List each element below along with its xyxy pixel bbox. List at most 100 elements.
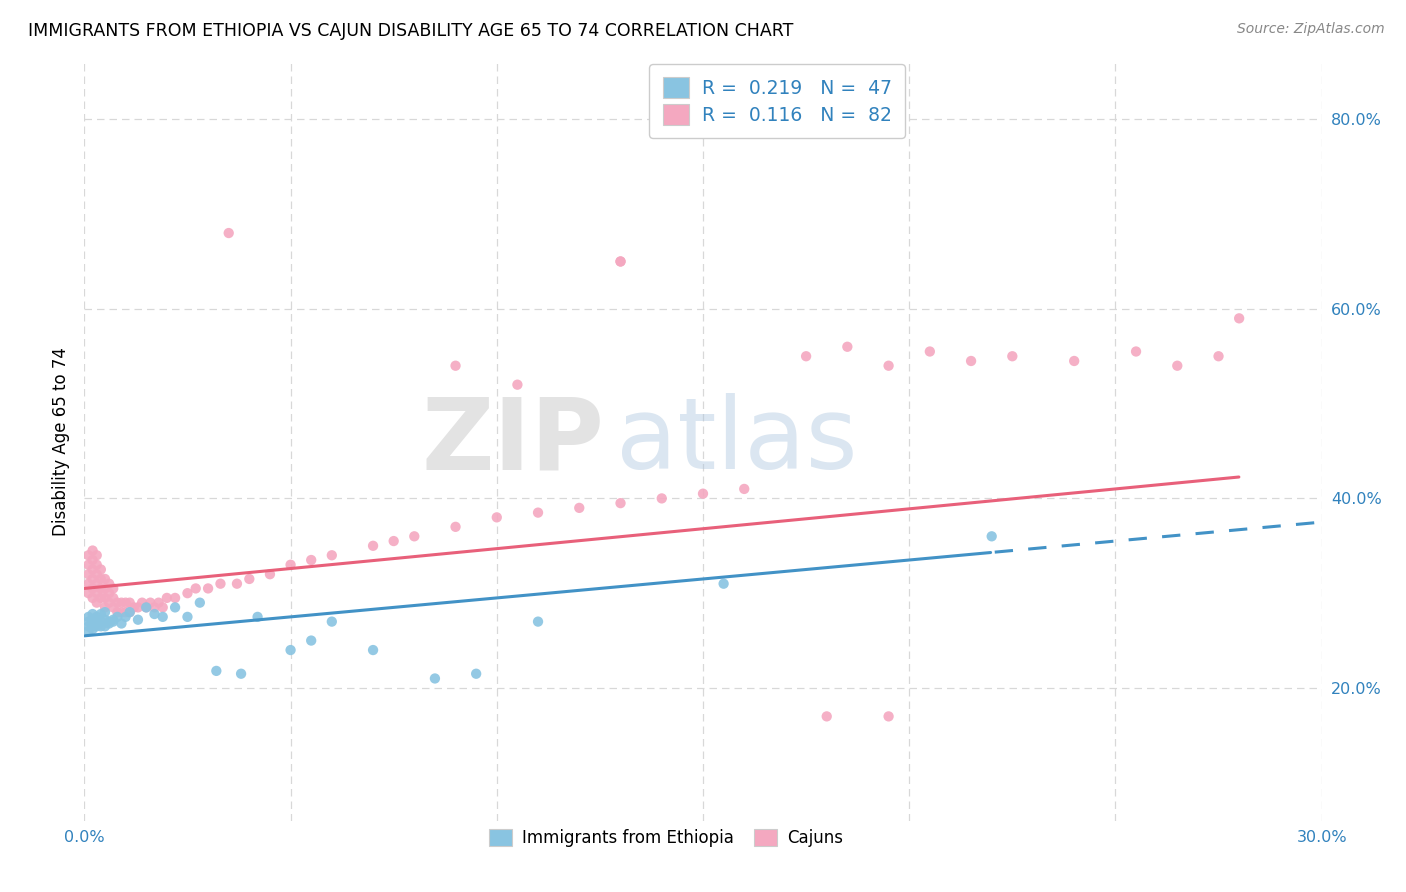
Point xyxy=(77,558,100,572)
Point xyxy=(127,600,149,615)
Point xyxy=(105,596,128,610)
Point xyxy=(148,596,170,610)
Point xyxy=(86,586,108,600)
Point xyxy=(423,672,446,686)
Point xyxy=(110,616,132,631)
Point xyxy=(713,576,735,591)
Point xyxy=(692,486,714,500)
Point xyxy=(94,582,117,596)
Point xyxy=(1227,311,1250,326)
Point xyxy=(444,359,467,373)
Point xyxy=(733,482,755,496)
Point xyxy=(98,616,121,631)
Point xyxy=(118,605,141,619)
Point xyxy=(94,600,117,615)
Point xyxy=(165,600,187,615)
Point xyxy=(98,586,121,600)
Point xyxy=(465,666,488,681)
Point xyxy=(114,610,136,624)
Point xyxy=(382,534,405,549)
Point xyxy=(103,582,125,596)
Point xyxy=(139,596,162,610)
Point xyxy=(127,613,149,627)
Point xyxy=(321,548,343,563)
Point xyxy=(82,613,104,627)
Point xyxy=(361,539,384,553)
Point xyxy=(1166,359,1188,373)
Point xyxy=(105,605,128,619)
Point xyxy=(94,572,117,586)
Point xyxy=(980,529,1002,543)
Point xyxy=(184,582,207,596)
Point xyxy=(82,607,104,621)
Point xyxy=(280,643,302,657)
Point xyxy=(86,576,108,591)
Point xyxy=(94,619,117,633)
Point xyxy=(246,610,269,624)
Point xyxy=(77,615,100,629)
Point xyxy=(229,666,252,681)
Point xyxy=(877,359,900,373)
Point xyxy=(114,596,136,610)
Point xyxy=(98,615,121,629)
Point xyxy=(218,226,240,240)
Point xyxy=(1001,349,1024,363)
Point xyxy=(135,600,157,615)
Point xyxy=(86,567,108,582)
Text: atlas: atlas xyxy=(616,393,858,490)
Point xyxy=(131,596,153,610)
Point xyxy=(77,624,100,639)
Legend: Immigrants from Ethiopia, Cajuns: Immigrants from Ethiopia, Cajuns xyxy=(482,822,849,854)
Point xyxy=(90,572,112,586)
Point xyxy=(90,619,112,633)
Point xyxy=(77,548,100,563)
Point xyxy=(609,254,631,268)
Y-axis label: Disability Age 65 to 74: Disability Age 65 to 74 xyxy=(52,347,70,536)
Point xyxy=(188,596,211,610)
Point xyxy=(609,496,631,510)
Point xyxy=(90,615,112,629)
Point xyxy=(103,600,125,615)
Point xyxy=(118,596,141,610)
Point xyxy=(114,605,136,619)
Point xyxy=(77,567,100,582)
Point xyxy=(90,591,112,605)
Point xyxy=(361,643,384,657)
Point xyxy=(197,582,219,596)
Point xyxy=(238,572,260,586)
Point xyxy=(122,600,145,615)
Point xyxy=(135,600,157,615)
Point xyxy=(86,613,108,627)
Point xyxy=(794,349,817,363)
Text: Source: ZipAtlas.com: Source: ZipAtlas.com xyxy=(1237,22,1385,37)
Point xyxy=(280,558,302,572)
Point xyxy=(77,586,100,600)
Point xyxy=(82,622,104,636)
Point xyxy=(82,572,104,586)
Point xyxy=(176,610,198,624)
Point xyxy=(98,596,121,610)
Point xyxy=(77,610,100,624)
Point xyxy=(152,610,174,624)
Point xyxy=(77,576,100,591)
Point xyxy=(527,506,550,520)
Point xyxy=(86,616,108,631)
Point xyxy=(877,709,900,723)
Point xyxy=(485,510,508,524)
Point xyxy=(918,344,941,359)
Point xyxy=(82,591,104,605)
Point xyxy=(86,596,108,610)
Text: IMMIGRANTS FROM ETHIOPIA VS CAJUN DISABILITY AGE 65 TO 74 CORRELATION CHART: IMMIGRANTS FROM ETHIOPIA VS CAJUN DISABI… xyxy=(28,22,793,40)
Point xyxy=(82,582,104,596)
Point xyxy=(86,610,108,624)
Point xyxy=(103,615,125,629)
Point xyxy=(82,553,104,567)
Point xyxy=(176,586,198,600)
Point xyxy=(1063,354,1085,368)
Point xyxy=(299,633,322,648)
Point xyxy=(110,605,132,619)
Point xyxy=(90,607,112,621)
Point xyxy=(960,354,983,368)
Point xyxy=(94,613,117,627)
Point xyxy=(609,254,631,268)
